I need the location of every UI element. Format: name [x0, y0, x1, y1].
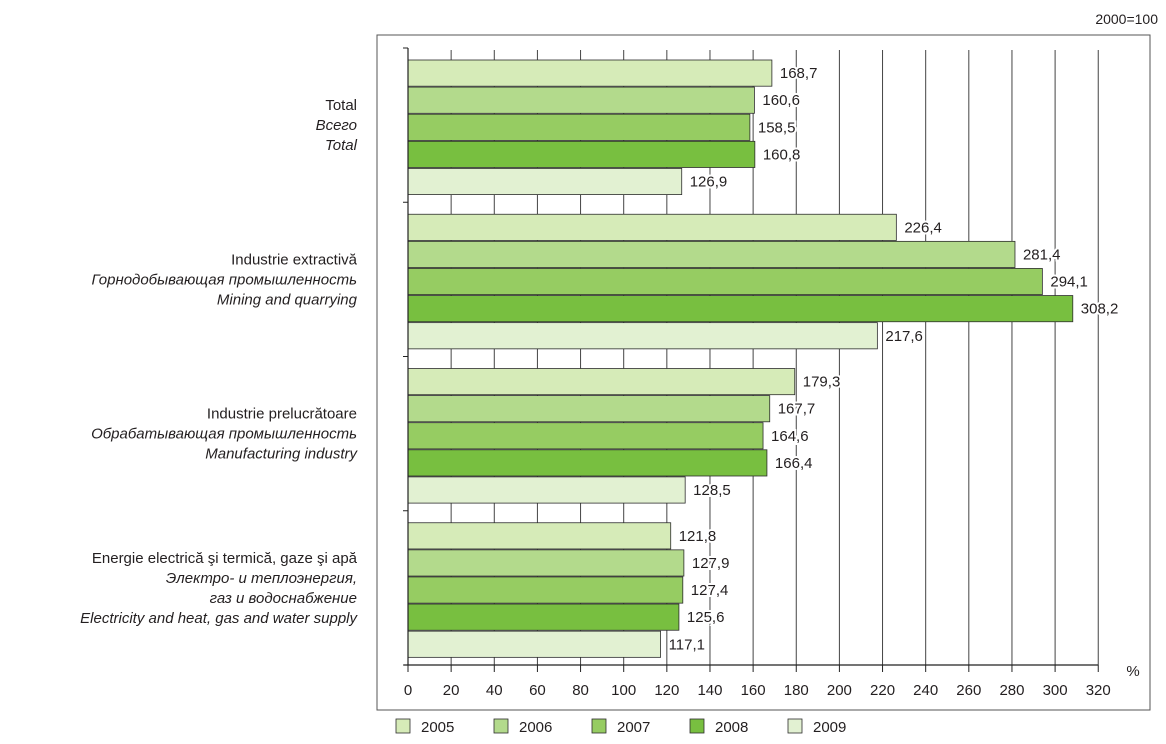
bar — [407, 59, 773, 87]
bar — [407, 522, 672, 550]
category-label-line: Manufacturing industry — [205, 446, 358, 463]
bar-value-label: 281,4 — [1023, 246, 1061, 263]
bar-value-label: 160,8 — [763, 146, 801, 163]
x-tick-label: 20 — [443, 682, 460, 699]
bar — [407, 240, 1016, 268]
unit-label: % — [1126, 663, 1139, 680]
legend-swatch — [689, 718, 705, 734]
bar-value-label: 117,1 — [669, 636, 705, 653]
category-label-line: Всего — [316, 117, 357, 134]
bar-value-label: 217,6 — [885, 328, 923, 345]
bar-value-label: 158,5 — [758, 119, 796, 136]
category-label-line: газ и водоснабжение — [210, 590, 357, 607]
bar — [407, 576, 684, 604]
category-label-line: Energie electrică şi termică, gaze şi ap… — [92, 550, 358, 567]
legend-label: 2007 — [617, 719, 650, 736]
legend-label: 2006 — [519, 719, 552, 736]
bar — [407, 449, 768, 477]
bar — [407, 422, 764, 450]
category-label-line: Electricity and heat, gas and water supp… — [80, 610, 358, 627]
bar — [407, 603, 680, 631]
axes: 0 20 40 60 80 100 120 140 160 180 200 220 240 260 280 3… — [403, 47, 1111, 699]
category-label-line: Industrie extractivă — [231, 251, 358, 268]
bar — [407, 630, 661, 658]
bar-value-label: 126,9 — [690, 174, 728, 191]
x-tick-label: 220 — [870, 682, 895, 699]
bar-value-label: 125,6 — [687, 609, 725, 626]
category-label-line: Industrie prelucrătoare — [207, 406, 357, 423]
category-label-line: Total — [325, 137, 358, 154]
x-tick-label: 0 — [404, 682, 412, 699]
x-tick-label: 140 — [697, 682, 722, 699]
x-tick-label: 40 — [486, 682, 503, 699]
x-tick-label: 180 — [784, 682, 809, 699]
bar — [407, 213, 897, 241]
x-tick-label: 160 — [741, 682, 766, 699]
value-labels: 168,7 160,6 158,5 160,8 126,9 226,4 281,4 294,1… — [667, 63, 1121, 655]
x-tick-label: 240 — [913, 682, 938, 699]
x-tick-label: 80 — [572, 682, 589, 699]
bar-value-label: 128,5 — [693, 482, 731, 499]
bar — [407, 322, 878, 350]
base-year-note: 2000=100 — [1095, 11, 1158, 27]
x-tick-label: 280 — [999, 682, 1024, 699]
x-tick-label: 320 — [1086, 682, 1111, 699]
bar-value-label: 127,4 — [691, 582, 729, 599]
bar-value-label: 167,7 — [778, 401, 816, 418]
bar-value-label: 164,6 — [771, 428, 809, 445]
category-label-line: Горнодобывающая промышленность — [91, 271, 357, 288]
bar — [407, 268, 1043, 296]
bar-value-label: 127,9 — [692, 555, 730, 572]
legend-swatch — [591, 718, 607, 734]
legend-label: 2009 — [813, 719, 846, 736]
bar-value-label: 160,6 — [762, 92, 800, 109]
bar — [407, 395, 771, 423]
legend-swatch — [493, 718, 509, 734]
bar-value-label: 179,3 — [803, 374, 841, 391]
x-tick-label: 300 — [1043, 682, 1068, 699]
x-tick-label: 120 — [654, 682, 679, 699]
category-labels: Total Всего Total Industrie extractivă Горно… — [80, 97, 358, 627]
bar — [407, 368, 796, 396]
legend-label: 2008 — [715, 719, 748, 736]
legend-swatch — [395, 718, 411, 734]
legend-label: 2005 — [421, 719, 454, 736]
bar-value-label: 294,1 — [1050, 274, 1088, 291]
category-label-line: Электро- и теплоэнергия, — [166, 570, 357, 587]
bar — [407, 295, 1074, 323]
legend: 2005 2006 2007 2008 2009 — [395, 718, 846, 736]
bar — [407, 549, 685, 577]
bar-value-label: 308,2 — [1081, 301, 1119, 318]
bar-value-label: 226,4 — [904, 219, 942, 236]
x-tick-label: 60 — [529, 682, 546, 699]
category-label-line: Mining and quarrying — [217, 291, 358, 308]
bar — [407, 86, 755, 114]
bar-value-label: 121,8 — [679, 528, 717, 545]
x-tick-label: 100 — [611, 682, 636, 699]
bar — [407, 476, 686, 504]
x-tick-label: 260 — [956, 682, 981, 699]
bar — [407, 167, 683, 195]
bar — [407, 140, 756, 168]
bar — [407, 113, 751, 141]
x-tick-label: 200 — [827, 682, 852, 699]
legend-swatch — [787, 718, 803, 734]
bar-value-label: 168,7 — [780, 65, 818, 82]
bars — [407, 59, 1074, 658]
category-label-line: Total — [325, 97, 357, 114]
bar-value-label: 166,4 — [775, 455, 813, 472]
category-label-line: Обрабатывающая промышленность — [91, 426, 357, 443]
